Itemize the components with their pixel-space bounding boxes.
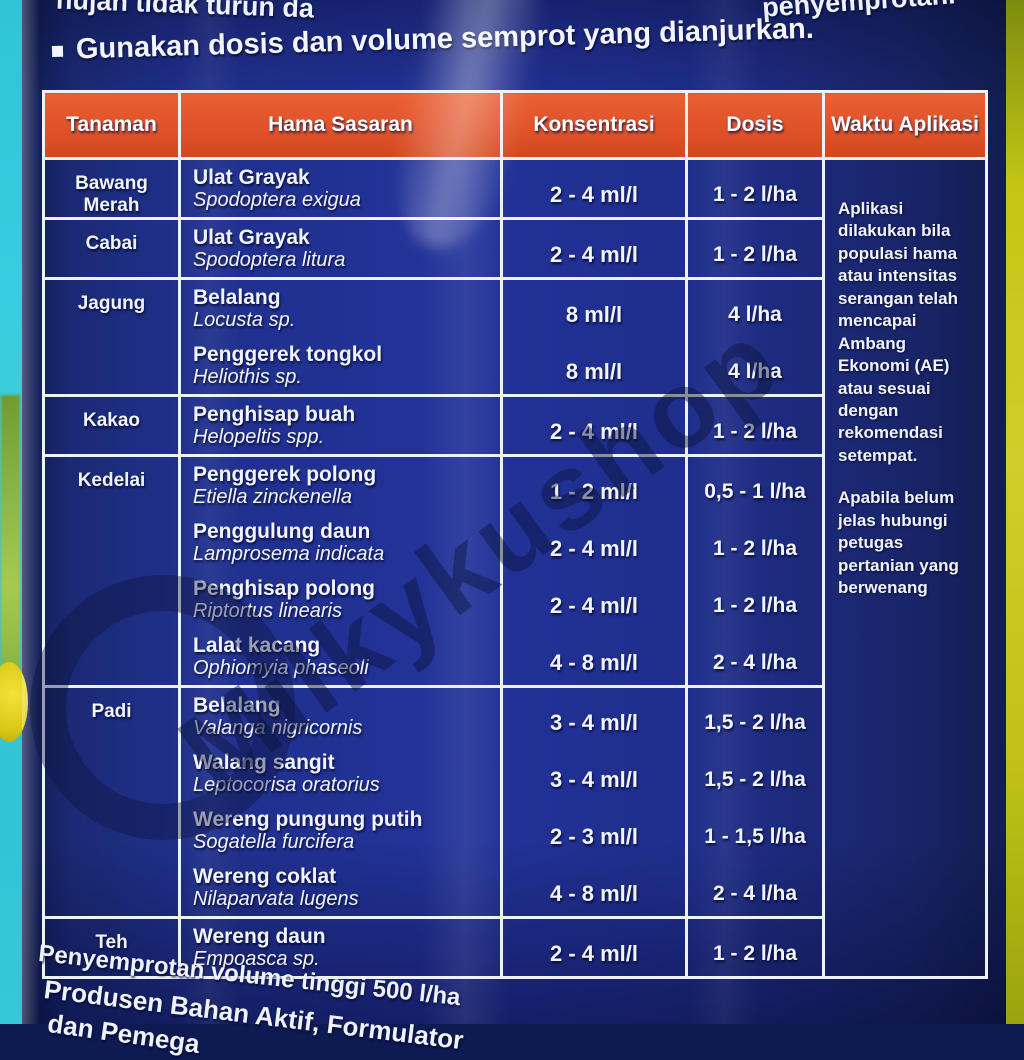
header-dosis: Dosis (685, 90, 825, 160)
table-row-jagung: Jagung Belalang Locusta sp. Penggerek to… (42, 277, 987, 397)
pest-name: Wereng daun (193, 924, 326, 948)
pest-entry: Lalat kacang Ophiomyia phaseoli (193, 628, 500, 685)
pest-name: Ulat Grayak (193, 225, 310, 249)
table-row-cabai: Cabai Ulat Grayak Spodoptera litura 2 - … (42, 217, 987, 280)
konsentrasi-value: 2 - 4 ml/l (549, 418, 639, 444)
konsentrasi-value: 2 - 4 ml/l (549, 592, 639, 618)
header-hama-sasaran: Hama Sasaran (178, 90, 503, 160)
konsentrasi-value: 2 - 3 ml/l (549, 823, 639, 849)
waktu-aplikasi-cell: Aplikasi dilakukan bila populasi hama at… (822, 157, 988, 979)
dosis-value: 1 - 2 l/ha (712, 242, 798, 266)
konsentrasi-value: 2 - 4 ml/l (549, 940, 639, 966)
crop-name: Teh (42, 916, 181, 979)
pest-name: Belalang (193, 693, 281, 717)
konsentrasi-value: 1 - 2 ml/l (549, 478, 639, 504)
pest-entry: Wereng coklat Nilaparvata lugens (193, 859, 500, 916)
dosis-value: 1 - 2 l/ha (712, 419, 798, 443)
header-konsentrasi: Konsentrasi (500, 90, 688, 160)
table-row-kakao: Kakao Penghisap buah Helopeltis spp. 2 -… (42, 394, 987, 457)
dosis-value: 1 - 2 l/ha (712, 941, 798, 965)
konsentrasi-value: 8 ml/l (565, 301, 623, 327)
pest-scientific-name: Nilaparvata lugens (193, 888, 359, 911)
waktu-paragraph-1: Aplikasi dilakukan bila populasi hama at… (838, 199, 958, 465)
dosis-value: 2 - 4 l/ha (712, 650, 798, 674)
pest-name: Penggulung daun (193, 519, 371, 543)
pest-entry: Wereng daun Empoasca sp. (193, 919, 500, 976)
konsentrasi-value: 8 ml/l (565, 358, 623, 384)
pest-name: Penggerek tongkol (193, 342, 383, 366)
table-row-bawang-merah: Bawang Merah Ulat Grayak Spodoptera exig… (42, 157, 988, 979)
pest-entry: Walang sangit Leptocorisa oratorius (193, 745, 500, 802)
background-strip-right (1006, 0, 1024, 1024)
dosis-value: 1 - 2 l/ha (712, 182, 798, 206)
pest-scientific-name: Ophiomyia phaseoli (193, 657, 369, 680)
dosis-value: 2 - 4 l/ha (712, 881, 798, 905)
pest-scientific-name: Helopeltis spp. (193, 426, 325, 449)
pest-scientific-name: Riptortus linearis (193, 600, 342, 623)
konsentrasi-value: 4 - 8 ml/l (549, 649, 639, 675)
pest-entry: Ulat Grayak Spodoptera exigua (193, 160, 500, 217)
pest-name: Wereng coklat (193, 864, 337, 888)
pest-entry: Penghisap polong Riptortus linearis (193, 571, 500, 628)
crop-name: Cabai (42, 217, 181, 280)
dosis-value: 1,5 - 2 l/ha (704, 767, 806, 791)
crop-name: Bawang Merah (42, 157, 181, 220)
pest-name: Penggerek polong (193, 462, 377, 486)
pest-entry: Wereng pungung putih Sogatella furcifera (193, 802, 500, 859)
pest-name: Penghisap buah (193, 402, 356, 426)
bullet-square-icon (51, 45, 64, 57)
application-table: Tanaman Hama Sasaran Konsentrasi Dosis W… (42, 90, 988, 979)
table-row-teh: Teh Wereng daun Empoasca sp. 2 - 4 ml/l … (42, 916, 987, 979)
pest-scientific-name: Sogatella furcifera (193, 831, 355, 854)
crop-name: Kakao (42, 394, 181, 457)
pest-name: Ulat Grayak (193, 165, 310, 189)
pest-scientific-name: Spodoptera litura (193, 249, 346, 272)
dosis-value: 1,5 - 2 l/ha (704, 710, 806, 734)
crop-name: Padi (42, 685, 181, 919)
pest-entry: Penggerek tongkol Heliothis sp. (193, 337, 500, 394)
pest-scientific-name: Spodoptera exigua (193, 189, 361, 212)
pest-entry: Penggerek polong Etiella zinckenella (193, 457, 500, 514)
pest-name: Wereng pungung putih (193, 807, 423, 831)
konsentrasi-value: 2 - 4 ml/l (549, 241, 639, 267)
pest-entry: Belalang Valanga nigricornis (193, 688, 500, 745)
pest-scientific-name: Lamprosema indicata (193, 543, 385, 566)
background-foliage (1, 395, 20, 715)
header-waktu-aplikasi: Waktu Aplikasi (822, 90, 988, 160)
waktu-paragraph-2: Apabila belum jelas hubungi petugas pert… (838, 488, 959, 597)
pest-scientific-name: Locusta sp. (193, 309, 296, 332)
konsentrasi-value: 4 - 8 ml/l (549, 880, 639, 906)
dosis-value: 1 - 2 l/ha (712, 593, 798, 617)
crop-name: Jagung (42, 277, 181, 397)
table-row-padi: Padi Belalang Valanga nigricornis Walang… (42, 685, 987, 919)
pest-name: Walang sangit (193, 750, 335, 774)
crop-name: Kedelai (42, 454, 181, 688)
pest-scientific-name: Leptocorisa oratorius (193, 774, 380, 797)
pest-name: Belalang (193, 285, 281, 309)
dosis-value: 4 l/ha (728, 302, 782, 326)
pest-scientific-name: Valanga nigricornis (193, 717, 363, 740)
table-row-kedelai: Kedelai Penggerek polong Etiella zincken… (42, 454, 987, 688)
pest-entry: Ulat Grayak Spodoptera litura (193, 220, 500, 277)
pest-name: Lalat kacang (193, 633, 321, 657)
table-header-row: Tanaman Hama Sasaran Konsentrasi Dosis W… (42, 90, 988, 160)
pest-entry: Belalang Locusta sp. (193, 280, 500, 337)
konsentrasi-value: 3 - 4 ml/l (549, 709, 639, 735)
header-tanaman: Tanaman (42, 90, 181, 160)
pest-name: Penghisap polong (193, 576, 375, 600)
dosis-value: 0,5 - 1 l/ha (704, 479, 806, 503)
pest-scientific-name: Empoasca sp. (193, 948, 320, 971)
dosis-value: 1 - 1,5 l/ha (704, 824, 806, 848)
dosis-value: 1 - 2 l/ha (712, 536, 798, 560)
dosis-value: 4 l/ha (728, 359, 782, 383)
konsentrasi-value: 3 - 4 ml/l (549, 766, 639, 792)
konsentrasi-value: 2 - 4 ml/l (549, 535, 639, 561)
pest-entry: Penggulung daun Lamprosema indicata (193, 514, 500, 571)
konsentrasi-value: 2 - 4 ml/l (549, 181, 639, 207)
pest-scientific-name: Etiella zinckenella (193, 486, 352, 509)
pest-entry: Penghisap buah Helopeltis spp. (193, 397, 500, 454)
pest-scientific-name: Heliothis sp. (193, 366, 302, 389)
